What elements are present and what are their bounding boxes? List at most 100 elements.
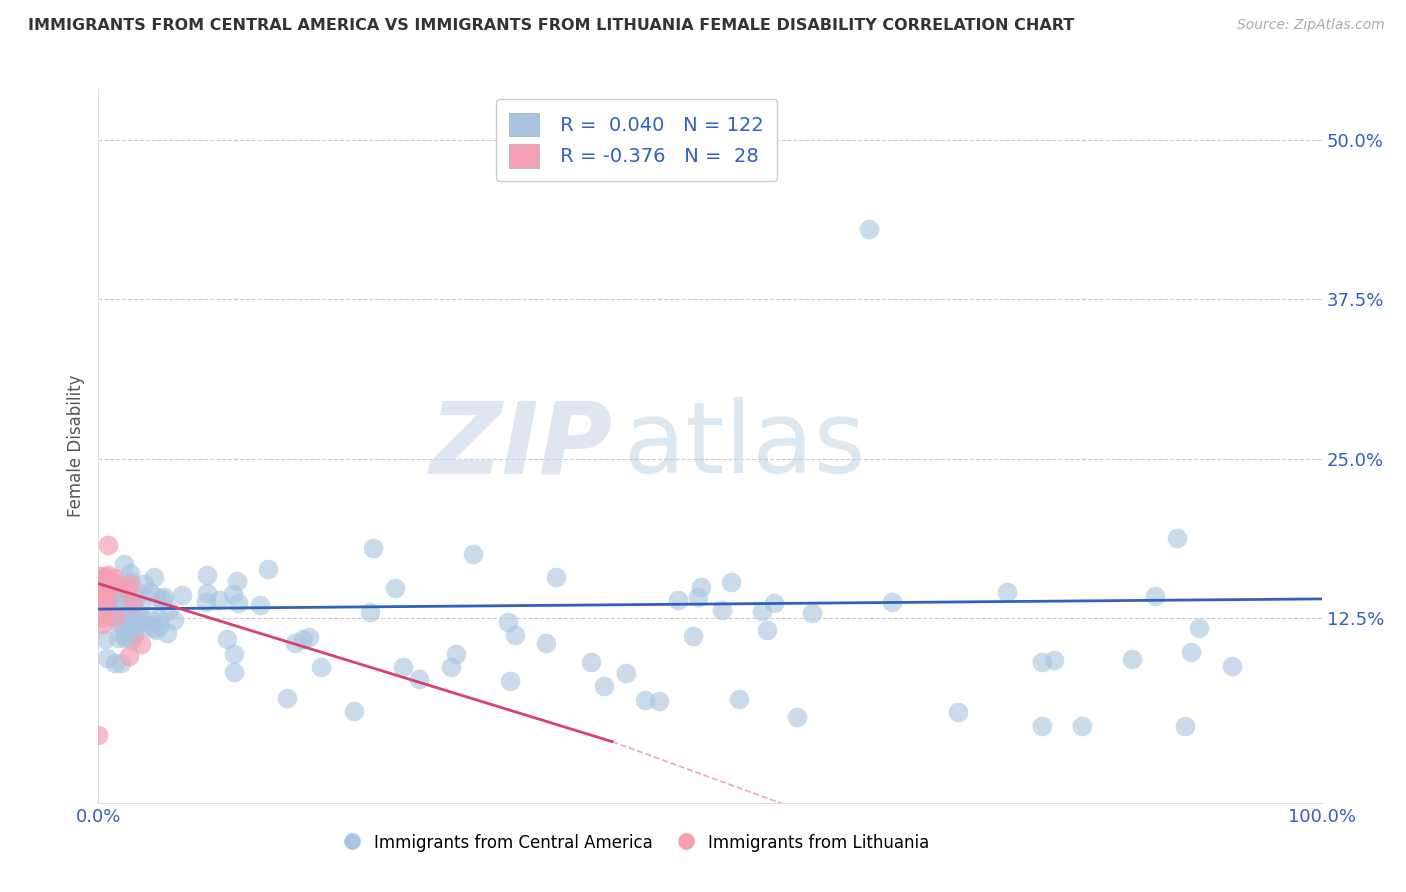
Point bbox=[118, 577, 141, 591]
Point bbox=[946, 705, 969, 719]
Point bbox=[226, 596, 249, 610]
Point bbox=[122, 627, 145, 641]
Point bbox=[463, 547, 485, 561]
Point bbox=[90, 568, 112, 582]
Point bbox=[90, 596, 112, 610]
Point bbox=[121, 632, 143, 647]
Point bbox=[129, 636, 152, 650]
Point bbox=[727, 692, 749, 706]
Point bbox=[97, 538, 120, 552]
Point bbox=[593, 679, 616, 693]
Point bbox=[1180, 645, 1202, 659]
Point bbox=[786, 710, 808, 724]
Point bbox=[91, 590, 114, 604]
Point bbox=[156, 626, 179, 640]
Point bbox=[125, 617, 148, 632]
Point bbox=[858, 222, 880, 236]
Point bbox=[751, 604, 773, 618]
Point bbox=[298, 630, 321, 644]
Point bbox=[222, 587, 245, 601]
Point bbox=[257, 562, 280, 576]
Point bbox=[800, 607, 823, 621]
Point bbox=[112, 592, 135, 607]
Point bbox=[96, 581, 118, 595]
Point bbox=[142, 570, 165, 584]
Point bbox=[121, 596, 143, 610]
Point bbox=[90, 606, 112, 620]
Point bbox=[117, 599, 139, 614]
Point bbox=[148, 611, 170, 625]
Text: Source: ZipAtlas.com: Source: ZipAtlas.com bbox=[1237, 18, 1385, 32]
Point bbox=[148, 618, 170, 632]
Point bbox=[124, 626, 146, 640]
Point bbox=[392, 660, 415, 674]
Point bbox=[121, 596, 143, 610]
Legend: Immigrants from Central America, Immigrants from Lithuania: Immigrants from Central America, Immigra… bbox=[337, 827, 936, 859]
Point bbox=[91, 590, 114, 604]
Point bbox=[1031, 719, 1053, 733]
Point bbox=[634, 693, 657, 707]
Point bbox=[444, 647, 467, 661]
Point bbox=[104, 656, 127, 670]
Point bbox=[136, 618, 159, 632]
Point bbox=[93, 632, 115, 647]
Point bbox=[276, 690, 298, 705]
Point bbox=[756, 623, 779, 637]
Point bbox=[546, 570, 568, 584]
Point bbox=[103, 575, 125, 590]
Text: atlas: atlas bbox=[624, 398, 866, 494]
Point bbox=[94, 570, 117, 584]
Point bbox=[97, 583, 120, 598]
Point bbox=[208, 592, 231, 607]
Point bbox=[172, 588, 194, 602]
Point bbox=[112, 582, 135, 597]
Point bbox=[91, 597, 114, 611]
Point bbox=[97, 602, 120, 616]
Point bbox=[132, 614, 155, 628]
Point bbox=[682, 629, 704, 643]
Point bbox=[118, 649, 141, 664]
Point bbox=[534, 636, 557, 650]
Point bbox=[720, 575, 742, 590]
Point bbox=[120, 566, 142, 580]
Point bbox=[648, 694, 671, 708]
Point bbox=[197, 586, 219, 600]
Point bbox=[157, 603, 180, 617]
Point bbox=[711, 602, 734, 616]
Point bbox=[690, 580, 713, 594]
Point bbox=[763, 596, 786, 610]
Point bbox=[226, 574, 249, 589]
Point bbox=[104, 609, 127, 624]
Point bbox=[616, 665, 638, 680]
Point bbox=[96, 650, 118, 665]
Point bbox=[107, 631, 129, 645]
Point bbox=[440, 660, 463, 674]
Point bbox=[284, 636, 307, 650]
Point bbox=[91, 617, 114, 632]
Point bbox=[995, 584, 1018, 599]
Point bbox=[91, 589, 114, 603]
Point bbox=[114, 631, 136, 645]
Point bbox=[128, 586, 150, 600]
Point bbox=[666, 592, 689, 607]
Point bbox=[97, 573, 120, 587]
Point bbox=[215, 632, 238, 647]
Point bbox=[249, 598, 271, 612]
Point bbox=[292, 632, 315, 646]
Point bbox=[153, 591, 176, 605]
Point bbox=[104, 577, 127, 591]
Point bbox=[145, 624, 167, 638]
Point bbox=[103, 571, 125, 585]
Point bbox=[112, 628, 135, 642]
Point bbox=[91, 590, 114, 604]
Point bbox=[503, 628, 526, 642]
Point bbox=[125, 590, 148, 604]
Text: IMMIGRANTS FROM CENTRAL AMERICA VS IMMIGRANTS FROM LITHUANIA FEMALE DISABILITY C: IMMIGRANTS FROM CENTRAL AMERICA VS IMMIG… bbox=[28, 18, 1074, 33]
Point bbox=[1188, 621, 1211, 635]
Point bbox=[146, 590, 169, 604]
Point bbox=[114, 557, 136, 571]
Point bbox=[120, 608, 142, 623]
Point bbox=[309, 660, 332, 674]
Point bbox=[139, 585, 162, 599]
Point bbox=[120, 574, 142, 589]
